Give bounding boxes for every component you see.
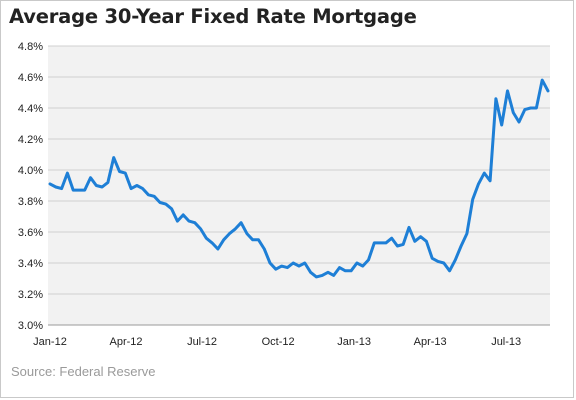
chart-title: Average 30-Year Fixed Rate Mortgage [9,5,417,28]
y-tick-label: 4.8% [18,41,43,53]
series-1 [48,78,550,279]
y-tick-label: 4.6% [18,72,43,84]
x-tick-label: Apr-12 [110,336,143,348]
y-tick-label: 3.8% [18,196,43,208]
source-note: Source: Federal Reserve [11,364,156,379]
x-tick-label: Apr-13 [414,336,447,348]
y-tick-label: 3.4% [18,258,43,270]
x-tick-label: Oct-12 [262,336,295,348]
x-tick-label: Jul-12 [187,336,217,348]
x-tick-label: Jul-13 [491,336,521,348]
y-tick-label: 4.2% [18,134,43,146]
y-tick-label: 3.6% [18,227,43,239]
series-line [48,78,550,279]
y-tick-label: 4.0% [18,165,43,177]
plot-area [48,46,550,325]
y-tick-label: 3.0% [18,320,43,332]
y-axis: 3.0% 3.2% 3.4% 3.6% 3.8% 4.0% 4.2% 4.4% 4.6% 4.8% [18,41,43,332]
y-tick-label: 3.2% [18,289,43,301]
x-tick-label: Jan-12 [33,336,67,348]
x-axis: Jan-12 Apr-12 Jul-12 Oct-12 Jan-13 Apr-13 Jul-… [33,324,550,348]
y-tick-label: 4.4% [18,103,43,115]
x-tick-label: Jan-13 [337,336,371,348]
